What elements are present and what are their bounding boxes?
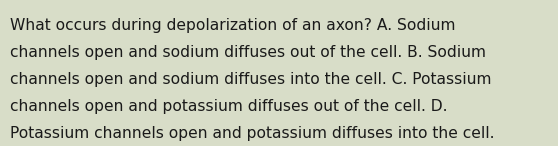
Text: What occurs during depolarization of an axon? A. Sodium: What occurs during depolarization of an …: [10, 18, 455, 33]
Text: channels open and sodium diffuses out of the cell. B. Sodium: channels open and sodium diffuses out of…: [10, 45, 486, 60]
Text: Potassium channels open and potassium diffuses into the cell.: Potassium channels open and potassium di…: [10, 126, 494, 141]
Text: channels open and sodium diffuses into the cell. C. Potassium: channels open and sodium diffuses into t…: [10, 72, 492, 87]
Text: channels open and potassium diffuses out of the cell. D.: channels open and potassium diffuses out…: [10, 99, 448, 114]
